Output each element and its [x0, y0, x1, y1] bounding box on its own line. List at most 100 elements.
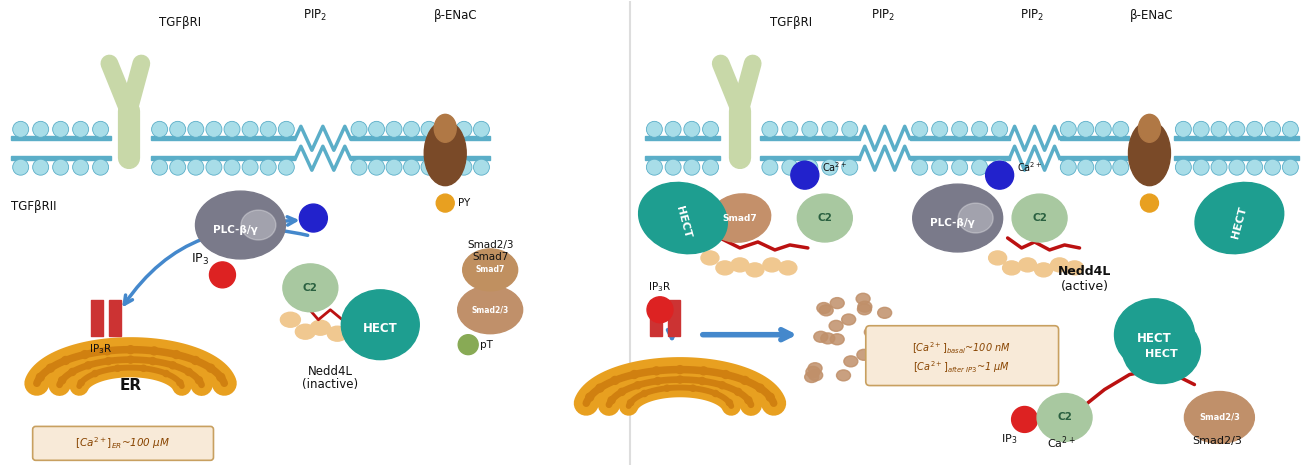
Text: HECT: HECT: [1144, 349, 1177, 359]
Bar: [109, 300, 120, 336]
Ellipse shape: [763, 258, 781, 272]
Circle shape: [1247, 159, 1262, 175]
Circle shape: [1061, 159, 1076, 175]
Circle shape: [1230, 159, 1245, 175]
Circle shape: [33, 121, 48, 137]
Ellipse shape: [1035, 263, 1053, 277]
Ellipse shape: [804, 371, 819, 383]
Text: Smad2/3: Smad2/3: [1193, 436, 1243, 446]
Circle shape: [456, 121, 472, 137]
Circle shape: [188, 159, 204, 175]
Text: Smad2/3: Smad2/3: [472, 305, 509, 314]
Circle shape: [169, 362, 177, 369]
Ellipse shape: [1050, 258, 1069, 272]
Circle shape: [972, 159, 988, 175]
FancyBboxPatch shape: [120, 113, 137, 161]
Ellipse shape: [814, 331, 828, 342]
Circle shape: [842, 159, 858, 175]
Circle shape: [47, 364, 55, 372]
Bar: [760, 136, 859, 140]
Bar: [351, 136, 490, 140]
Text: PIP$_2$: PIP$_2$: [871, 7, 895, 23]
Ellipse shape: [1129, 121, 1171, 185]
Text: β-ENaC: β-ENaC: [433, 9, 477, 21]
Ellipse shape: [818, 302, 831, 314]
Circle shape: [726, 400, 732, 406]
Circle shape: [140, 365, 146, 371]
Circle shape: [300, 204, 327, 232]
Circle shape: [217, 373, 225, 381]
Circle shape: [654, 377, 662, 384]
Circle shape: [73, 159, 89, 175]
Text: PIP$_2$: PIP$_2$: [1020, 7, 1045, 23]
Circle shape: [351, 159, 368, 175]
Ellipse shape: [858, 304, 871, 315]
Ellipse shape: [327, 326, 348, 341]
Text: PLC-β/γ: PLC-β/γ: [213, 225, 258, 235]
Ellipse shape: [829, 321, 844, 331]
Text: Nedd4L: Nedd4L: [1058, 265, 1112, 278]
Bar: [668, 300, 680, 336]
Circle shape: [821, 121, 838, 137]
Circle shape: [931, 121, 948, 137]
Circle shape: [702, 159, 718, 175]
Bar: [1175, 136, 1299, 140]
FancyBboxPatch shape: [731, 113, 748, 161]
Ellipse shape: [808, 363, 821, 374]
Circle shape: [782, 159, 798, 175]
Text: Nedd4L: Nedd4L: [307, 364, 353, 377]
Ellipse shape: [831, 334, 844, 345]
Ellipse shape: [283, 264, 337, 312]
Circle shape: [986, 161, 1014, 189]
Circle shape: [608, 397, 615, 404]
Circle shape: [164, 370, 169, 377]
Circle shape: [279, 159, 294, 175]
Ellipse shape: [819, 305, 833, 316]
Circle shape: [386, 159, 402, 175]
Circle shape: [1095, 159, 1112, 175]
Circle shape: [664, 121, 681, 137]
Ellipse shape: [808, 370, 823, 381]
Circle shape: [73, 121, 89, 137]
Circle shape: [782, 121, 798, 137]
Circle shape: [127, 346, 135, 354]
Text: Ca$^{2+}$: Ca$^{2+}$: [1048, 434, 1076, 451]
Circle shape: [437, 194, 454, 212]
Ellipse shape: [913, 184, 1003, 252]
Text: Smad2/3: Smad2/3: [467, 240, 514, 250]
Circle shape: [458, 335, 479, 355]
Circle shape: [991, 121, 1007, 137]
Circle shape: [630, 370, 638, 378]
Circle shape: [473, 159, 489, 175]
Circle shape: [676, 366, 684, 374]
Ellipse shape: [746, 263, 764, 277]
Circle shape: [952, 159, 968, 175]
Circle shape: [173, 350, 181, 358]
Circle shape: [93, 121, 109, 137]
Ellipse shape: [1185, 391, 1254, 443]
Text: C2: C2: [1032, 213, 1046, 223]
Circle shape: [85, 362, 92, 369]
Ellipse shape: [1122, 316, 1201, 384]
Circle shape: [105, 357, 112, 364]
Circle shape: [149, 357, 156, 364]
Bar: [10, 156, 111, 160]
Circle shape: [972, 121, 988, 137]
Text: (active): (active): [1061, 280, 1109, 293]
Bar: [10, 136, 111, 140]
Circle shape: [628, 400, 633, 406]
Circle shape: [756, 384, 764, 392]
Circle shape: [279, 121, 294, 137]
Ellipse shape: [798, 194, 853, 242]
Text: HECT: HECT: [362, 322, 398, 335]
Circle shape: [912, 159, 927, 175]
Circle shape: [1211, 121, 1227, 137]
Circle shape: [684, 121, 700, 137]
Circle shape: [1078, 121, 1093, 137]
Ellipse shape: [296, 324, 315, 339]
Circle shape: [421, 121, 437, 137]
Circle shape: [740, 377, 749, 384]
Ellipse shape: [343, 320, 362, 335]
Circle shape: [1095, 121, 1112, 137]
Circle shape: [912, 121, 927, 137]
